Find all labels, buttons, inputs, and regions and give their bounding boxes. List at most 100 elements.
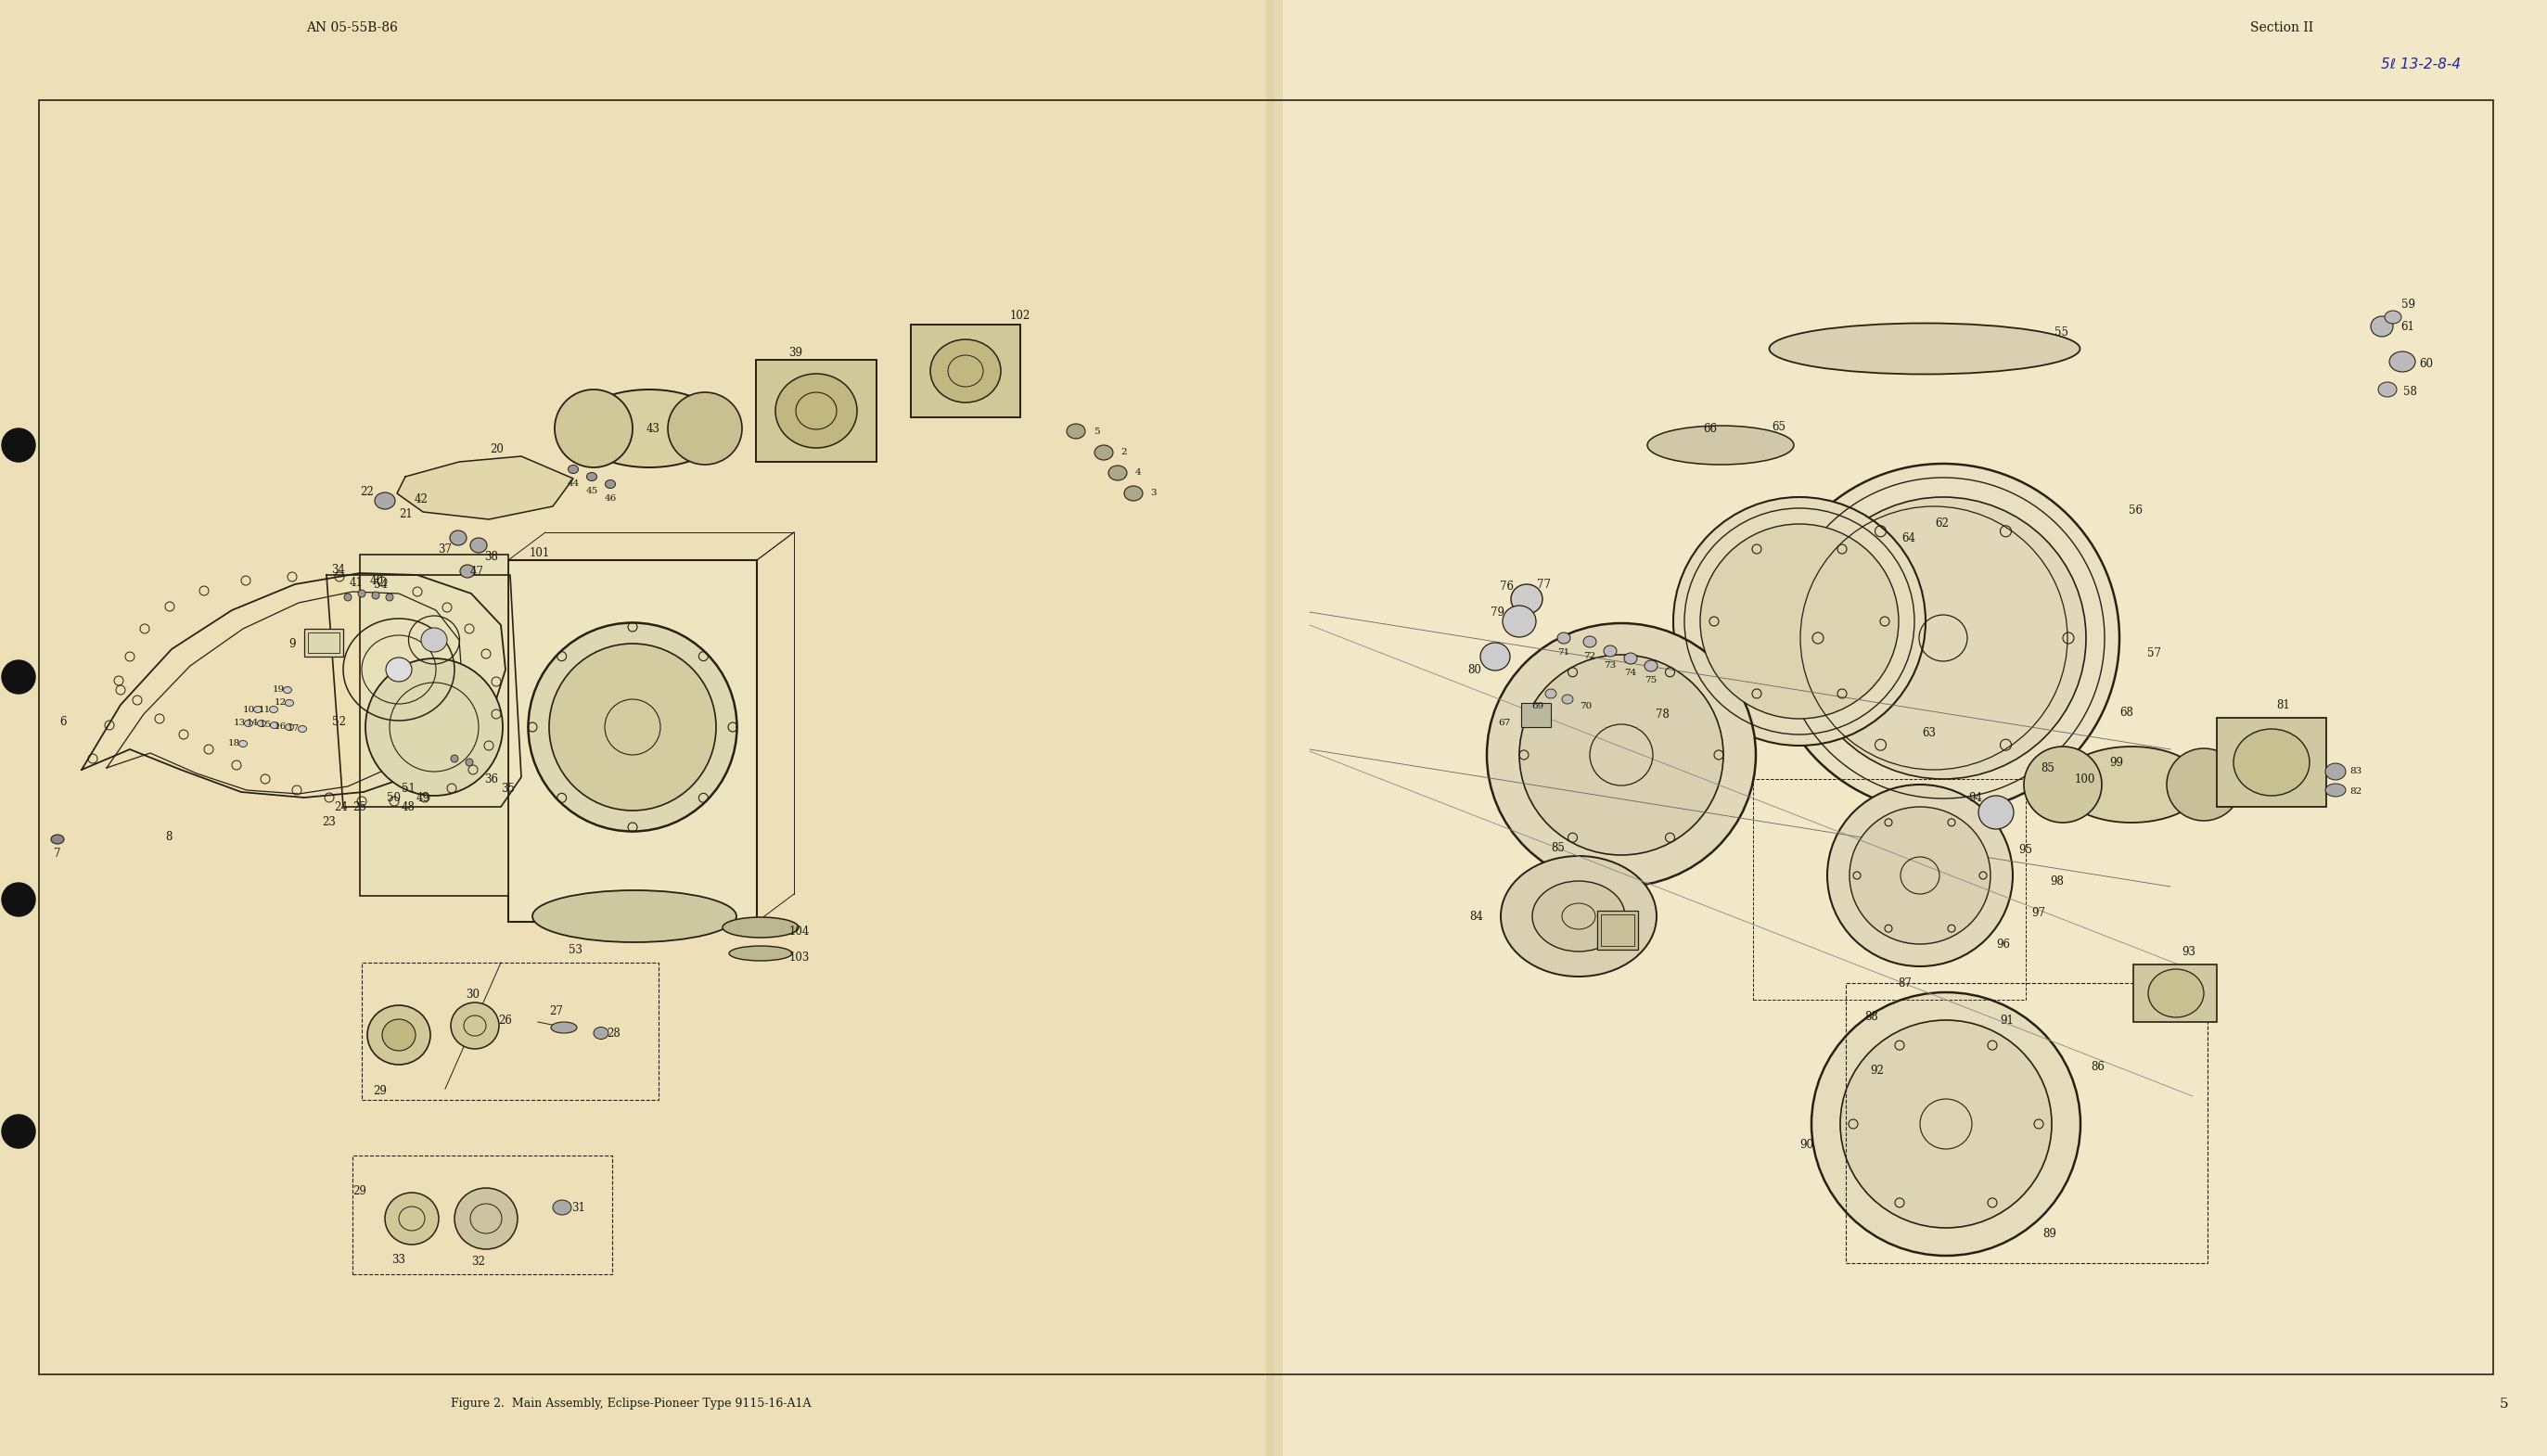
Polygon shape <box>326 575 522 807</box>
Ellipse shape <box>550 1022 578 1034</box>
Ellipse shape <box>298 725 306 732</box>
Text: 75: 75 <box>1645 677 1658 684</box>
Text: 82: 82 <box>2351 788 2361 796</box>
Text: 36: 36 <box>484 773 499 785</box>
Bar <box>1752 779 2025 1000</box>
Circle shape <box>344 594 351 601</box>
Text: 104: 104 <box>790 925 810 938</box>
Ellipse shape <box>1625 652 1638 664</box>
Ellipse shape <box>453 1188 517 1249</box>
Ellipse shape <box>1487 623 1755 887</box>
Text: 72: 72 <box>1584 652 1597 661</box>
Text: 46: 46 <box>604 495 616 504</box>
Text: 5: 5 <box>2499 1398 2509 1411</box>
Text: 48: 48 <box>402 801 415 812</box>
Text: 97: 97 <box>2033 907 2045 919</box>
Text: 73: 73 <box>1605 661 1617 670</box>
Ellipse shape <box>1811 993 2081 1255</box>
Ellipse shape <box>1701 524 1898 719</box>
Text: 28: 28 <box>606 1026 621 1040</box>
Text: 43: 43 <box>647 422 660 434</box>
Ellipse shape <box>451 530 466 546</box>
Text: 35: 35 <box>502 782 514 795</box>
Text: 54: 54 <box>374 578 387 590</box>
Text: 94: 94 <box>1969 792 1982 804</box>
Text: 19: 19 <box>273 686 285 695</box>
Text: 15: 15 <box>260 721 273 729</box>
Ellipse shape <box>283 687 293 693</box>
Ellipse shape <box>385 1192 438 1245</box>
Ellipse shape <box>2389 351 2415 371</box>
Text: 17: 17 <box>288 725 298 734</box>
Text: 79: 79 <box>1490 606 1503 619</box>
Text: 64: 64 <box>1903 531 1915 545</box>
Text: 37: 37 <box>438 543 453 555</box>
Ellipse shape <box>1521 655 1724 855</box>
Text: 65: 65 <box>1773 421 1785 432</box>
Text: 9: 9 <box>288 639 295 651</box>
Ellipse shape <box>374 492 395 510</box>
Text: 18: 18 <box>227 740 239 748</box>
Text: 26: 26 <box>499 1013 512 1026</box>
Text: 11: 11 <box>257 705 270 713</box>
Text: 20: 20 <box>489 443 504 454</box>
Ellipse shape <box>1826 785 2012 967</box>
Ellipse shape <box>364 658 502 795</box>
Ellipse shape <box>2167 748 2241 821</box>
Text: 60: 60 <box>2420 358 2432 370</box>
FancyBboxPatch shape <box>509 561 756 922</box>
Text: 62: 62 <box>1936 517 1948 529</box>
Ellipse shape <box>270 722 278 728</box>
Ellipse shape <box>2025 747 2101 823</box>
Text: 67: 67 <box>1498 719 1510 728</box>
Ellipse shape <box>1849 807 1992 943</box>
Text: 6: 6 <box>59 715 66 728</box>
Text: 77: 77 <box>1536 578 1551 590</box>
Ellipse shape <box>1480 642 1510 671</box>
Text: 101: 101 <box>530 546 550 559</box>
Circle shape <box>3 661 36 693</box>
Ellipse shape <box>2384 310 2402 323</box>
Text: 61: 61 <box>2402 320 2415 332</box>
Bar <box>1274 0 2547 1456</box>
Ellipse shape <box>553 1200 571 1214</box>
Text: 59: 59 <box>2402 298 2415 310</box>
Text: 87: 87 <box>1898 977 1913 989</box>
Ellipse shape <box>245 721 252 727</box>
Text: 91: 91 <box>1999 1013 2015 1026</box>
Text: 63: 63 <box>1923 727 1936 738</box>
Bar <box>1521 703 1551 727</box>
Text: 99: 99 <box>2109 756 2124 769</box>
Bar <box>1597 910 1638 949</box>
Ellipse shape <box>1546 689 1556 699</box>
Text: 55: 55 <box>2055 326 2068 338</box>
Text: 86: 86 <box>2091 1060 2104 1073</box>
Ellipse shape <box>471 537 486 553</box>
Ellipse shape <box>2371 316 2394 336</box>
Bar <box>351 1156 611 1274</box>
Circle shape <box>3 428 36 462</box>
Circle shape <box>3 882 36 916</box>
Ellipse shape <box>774 374 856 448</box>
Ellipse shape <box>1533 881 1625 952</box>
Ellipse shape <box>382 1019 415 1051</box>
Text: 12: 12 <box>275 699 285 708</box>
Ellipse shape <box>586 473 596 480</box>
Text: 57: 57 <box>2147 646 2162 660</box>
Text: 90: 90 <box>1801 1139 1813 1150</box>
Text: Figure 2.  Main Assembly, Eclipse-Pioneer Type 9115-16-A1A: Figure 2. Main Assembly, Eclipse-Pioneer… <box>451 1398 810 1409</box>
Text: 29: 29 <box>374 1085 387 1096</box>
Ellipse shape <box>1584 636 1597 648</box>
Text: 92: 92 <box>1869 1064 1885 1076</box>
Ellipse shape <box>1123 486 1144 501</box>
Ellipse shape <box>728 946 792 961</box>
Ellipse shape <box>1556 632 1571 644</box>
Text: 71: 71 <box>1559 649 1569 657</box>
Ellipse shape <box>550 644 716 811</box>
Text: 45: 45 <box>586 488 599 495</box>
Text: 13: 13 <box>234 719 245 728</box>
Ellipse shape <box>1801 496 2086 779</box>
Ellipse shape <box>1768 463 2119 812</box>
Text: 88: 88 <box>1864 1010 1880 1022</box>
Text: 53: 53 <box>568 943 583 955</box>
